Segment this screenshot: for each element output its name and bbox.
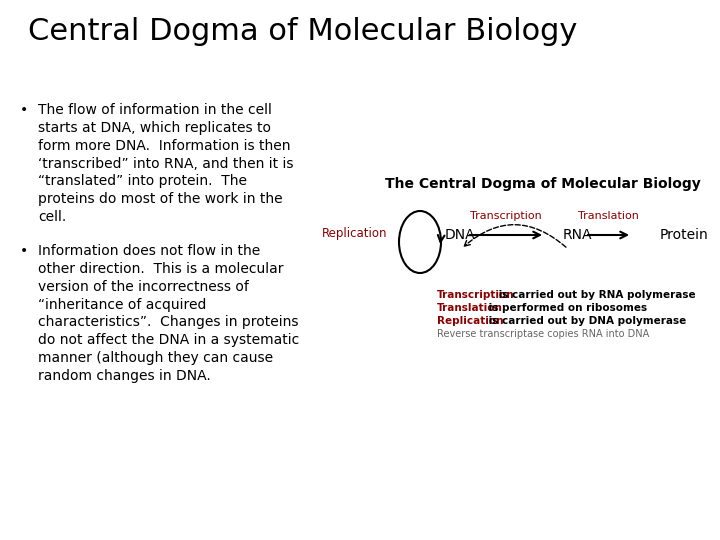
Text: •: •: [20, 244, 28, 258]
Text: Information does not flow in the
other direction.  This is a molecular
version o: Information does not flow in the other d…: [38, 244, 300, 383]
Text: Translation: Translation: [578, 211, 639, 221]
Text: RNA: RNA: [563, 228, 593, 242]
Text: The Central Dogma of Molecular Biology: The Central Dogma of Molecular Biology: [385, 177, 701, 191]
Text: is carried out by DNA polymerase: is carried out by DNA polymerase: [485, 316, 686, 326]
Text: Replication: Replication: [322, 226, 387, 240]
Text: Central Dogma of Molecular Biology: Central Dogma of Molecular Biology: [28, 17, 577, 46]
Text: Transcription: Transcription: [470, 211, 542, 221]
Text: Translation: Translation: [437, 303, 503, 313]
Text: The flow of information in the cell
starts at DNA, which replicates to
form more: The flow of information in the cell star…: [38, 103, 294, 224]
Text: •: •: [20, 103, 28, 117]
Text: DNA: DNA: [445, 228, 476, 242]
Text: Protein: Protein: [660, 228, 708, 242]
Text: Reverse transcriptase copies RNA into DNA: Reverse transcriptase copies RNA into DN…: [437, 329, 649, 339]
Text: is carried out by RNA polymerase: is carried out by RNA polymerase: [495, 290, 696, 300]
Text: Replication: Replication: [437, 316, 503, 326]
Text: Transcription: Transcription: [437, 290, 515, 300]
Text: is performed on ribosomes: is performed on ribosomes: [485, 303, 647, 313]
FancyArrowPatch shape: [464, 225, 566, 247]
